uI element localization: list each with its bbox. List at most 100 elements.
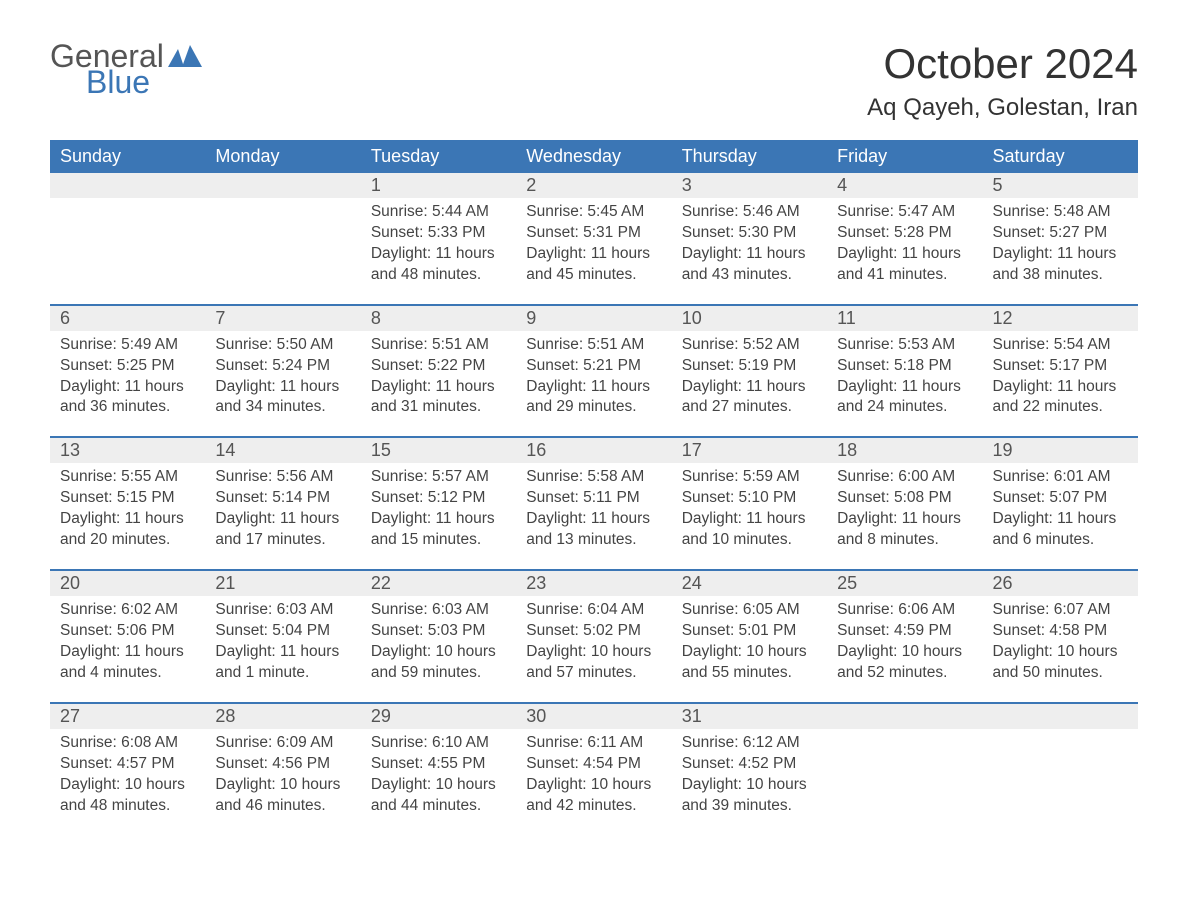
day-number: 26 bbox=[983, 571, 1138, 596]
sunrise-line: Sunrise: 6:08 AM bbox=[60, 733, 195, 754]
day-number: 11 bbox=[827, 306, 982, 331]
day-cell: Sunrise: 5:56 AMSunset: 5:14 PMDaylight:… bbox=[205, 463, 360, 569]
day-number: 25 bbox=[827, 571, 982, 596]
sunrise-line: Sunrise: 5:58 AM bbox=[526, 467, 661, 488]
sunrise-line: Sunrise: 6:06 AM bbox=[837, 600, 972, 621]
sunset-line: Sunset: 4:55 PM bbox=[371, 754, 506, 775]
day-cell bbox=[205, 198, 360, 304]
day-number: 27 bbox=[50, 704, 205, 729]
sunrise-line: Sunrise: 6:01 AM bbox=[993, 467, 1128, 488]
day-cell: Sunrise: 5:51 AMSunset: 5:21 PMDaylight:… bbox=[516, 331, 671, 437]
daylight-line: Daylight: 10 hours and 55 minutes. bbox=[682, 642, 817, 684]
weekday-cell: Sunday bbox=[50, 140, 205, 173]
logo: General Blue bbox=[50, 40, 202, 98]
day-cell: Sunrise: 6:02 AMSunset: 5:06 PMDaylight:… bbox=[50, 596, 205, 702]
day-cell: Sunrise: 5:44 AMSunset: 5:33 PMDaylight:… bbox=[361, 198, 516, 304]
weekday-cell: Saturday bbox=[983, 140, 1138, 173]
daylight-line: Daylight: 11 hours and 13 minutes. bbox=[526, 509, 661, 551]
daylight-line: Daylight: 11 hours and 41 minutes. bbox=[837, 244, 972, 286]
day-number: 17 bbox=[672, 438, 827, 463]
daylight-line: Daylight: 11 hours and 45 minutes. bbox=[526, 244, 661, 286]
day-cell: Sunrise: 6:01 AMSunset: 5:07 PMDaylight:… bbox=[983, 463, 1138, 569]
weekday-cell: Wednesday bbox=[516, 140, 671, 173]
daylight-line: Daylight: 11 hours and 20 minutes. bbox=[60, 509, 195, 551]
daylight-line: Daylight: 11 hours and 48 minutes. bbox=[371, 244, 506, 286]
weekday-cell: Tuesday bbox=[361, 140, 516, 173]
day-cell bbox=[50, 198, 205, 304]
day-number-row: 2728293031 bbox=[50, 702, 1138, 729]
sunrise-line: Sunrise: 5:48 AM bbox=[993, 202, 1128, 223]
sunrise-line: Sunrise: 5:49 AM bbox=[60, 335, 195, 356]
sunset-line: Sunset: 4:58 PM bbox=[993, 621, 1128, 642]
sunset-line: Sunset: 5:06 PM bbox=[60, 621, 195, 642]
day-number: 18 bbox=[827, 438, 982, 463]
sunset-line: Sunset: 5:01 PM bbox=[682, 621, 817, 642]
month-title: October 2024 bbox=[867, 40, 1138, 88]
sunrise-line: Sunrise: 5:54 AM bbox=[993, 335, 1128, 356]
sunset-line: Sunset: 4:57 PM bbox=[60, 754, 195, 775]
sunrise-line: Sunrise: 5:50 AM bbox=[215, 335, 350, 356]
daylight-line: Daylight: 11 hours and 31 minutes. bbox=[371, 377, 506, 419]
sunrise-line: Sunrise: 6:09 AM bbox=[215, 733, 350, 754]
day-content-row: Sunrise: 5:55 AMSunset: 5:15 PMDaylight:… bbox=[50, 463, 1138, 569]
day-cell: Sunrise: 5:47 AMSunset: 5:28 PMDaylight:… bbox=[827, 198, 982, 304]
day-cell: Sunrise: 6:03 AMSunset: 5:03 PMDaylight:… bbox=[361, 596, 516, 702]
sunrise-line: Sunrise: 5:52 AM bbox=[682, 335, 817, 356]
day-cell: Sunrise: 6:11 AMSunset: 4:54 PMDaylight:… bbox=[516, 729, 671, 835]
daylight-line: Daylight: 11 hours and 43 minutes. bbox=[682, 244, 817, 286]
sunset-line: Sunset: 5:30 PM bbox=[682, 223, 817, 244]
day-number: 31 bbox=[672, 704, 827, 729]
day-number: 15 bbox=[361, 438, 516, 463]
day-cell: Sunrise: 5:49 AMSunset: 5:25 PMDaylight:… bbox=[50, 331, 205, 437]
day-number: 22 bbox=[361, 571, 516, 596]
day-number: 12 bbox=[983, 306, 1138, 331]
day-cell: Sunrise: 5:55 AMSunset: 5:15 PMDaylight:… bbox=[50, 463, 205, 569]
sunset-line: Sunset: 5:07 PM bbox=[993, 488, 1128, 509]
sunrise-line: Sunrise: 6:03 AM bbox=[371, 600, 506, 621]
day-cell bbox=[827, 729, 982, 835]
sunrise-line: Sunrise: 5:55 AM bbox=[60, 467, 195, 488]
day-number: 19 bbox=[983, 438, 1138, 463]
sunset-line: Sunset: 5:19 PM bbox=[682, 356, 817, 377]
sunset-line: Sunset: 5:22 PM bbox=[371, 356, 506, 377]
daylight-line: Daylight: 10 hours and 46 minutes. bbox=[215, 775, 350, 817]
daylight-line: Daylight: 11 hours and 27 minutes. bbox=[682, 377, 817, 419]
sunrise-line: Sunrise: 6:03 AM bbox=[215, 600, 350, 621]
sunset-line: Sunset: 4:54 PM bbox=[526, 754, 661, 775]
sunrise-line: Sunrise: 6:07 AM bbox=[993, 600, 1128, 621]
day-number: 28 bbox=[205, 704, 360, 729]
day-cell: Sunrise: 5:52 AMSunset: 5:19 PMDaylight:… bbox=[672, 331, 827, 437]
sunset-line: Sunset: 4:52 PM bbox=[682, 754, 817, 775]
day-number: 20 bbox=[50, 571, 205, 596]
sunset-line: Sunset: 5:10 PM bbox=[682, 488, 817, 509]
day-cell: Sunrise: 5:50 AMSunset: 5:24 PMDaylight:… bbox=[205, 331, 360, 437]
day-cell: Sunrise: 5:48 AMSunset: 5:27 PMDaylight:… bbox=[983, 198, 1138, 304]
day-number: 1 bbox=[361, 173, 516, 198]
sunrise-line: Sunrise: 5:53 AM bbox=[837, 335, 972, 356]
sunrise-line: Sunrise: 6:04 AM bbox=[526, 600, 661, 621]
day-cell: Sunrise: 6:07 AMSunset: 4:58 PMDaylight:… bbox=[983, 596, 1138, 702]
day-number: 16 bbox=[516, 438, 671, 463]
weekday-cell: Thursday bbox=[672, 140, 827, 173]
day-number: 4 bbox=[827, 173, 982, 198]
day-cell: Sunrise: 6:09 AMSunset: 4:56 PMDaylight:… bbox=[205, 729, 360, 835]
day-cell bbox=[983, 729, 1138, 835]
day-cell: Sunrise: 6:06 AMSunset: 4:59 PMDaylight:… bbox=[827, 596, 982, 702]
title-block: October 2024 Aq Qayeh, Golestan, Iran bbox=[867, 40, 1138, 122]
day-number: 14 bbox=[205, 438, 360, 463]
day-number: 24 bbox=[672, 571, 827, 596]
day-number-row: 20212223242526 bbox=[50, 569, 1138, 596]
daylight-line: Daylight: 11 hours and 24 minutes. bbox=[837, 377, 972, 419]
daylight-line: Daylight: 11 hours and 1 minute. bbox=[215, 642, 350, 684]
daylight-line: Daylight: 10 hours and 44 minutes. bbox=[371, 775, 506, 817]
day-number bbox=[827, 704, 982, 729]
daylight-line: Daylight: 11 hours and 10 minutes. bbox=[682, 509, 817, 551]
sunrise-line: Sunrise: 5:44 AM bbox=[371, 202, 506, 223]
sunset-line: Sunset: 5:18 PM bbox=[837, 356, 972, 377]
day-cell: Sunrise: 5:45 AMSunset: 5:31 PMDaylight:… bbox=[516, 198, 671, 304]
sunrise-line: Sunrise: 5:56 AM bbox=[215, 467, 350, 488]
day-number: 21 bbox=[205, 571, 360, 596]
day-cell: Sunrise: 6:12 AMSunset: 4:52 PMDaylight:… bbox=[672, 729, 827, 835]
logo-text-blue: Blue bbox=[86, 66, 202, 98]
sunset-line: Sunset: 5:27 PM bbox=[993, 223, 1128, 244]
